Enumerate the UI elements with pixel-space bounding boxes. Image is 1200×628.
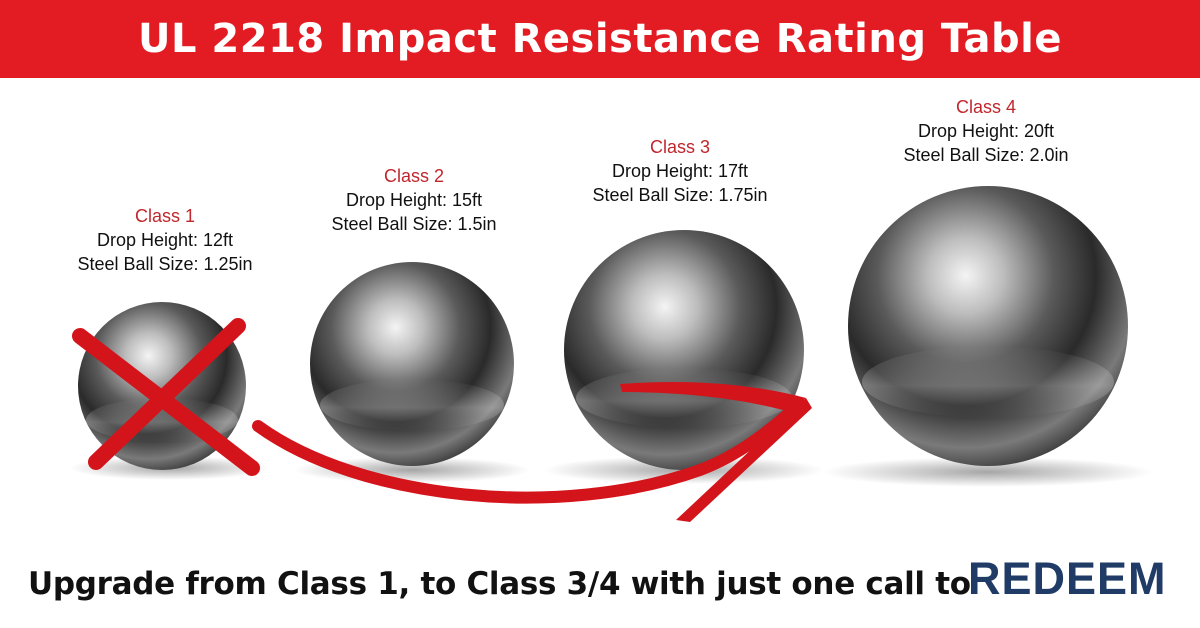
class-name: Class 4 xyxy=(955,97,1017,117)
class-4-label: Class 4 Drop Height: 20ft Steel Ball Siz… xyxy=(836,96,1136,167)
class-name: Class 1 xyxy=(134,206,196,226)
ball-shadow xyxy=(823,457,1153,487)
drop-height: Drop Height: 12ft xyxy=(96,230,234,250)
class-name: Class 2 xyxy=(383,166,445,186)
ball-size: Steel Ball Size: 1.25in xyxy=(77,254,253,274)
drop-height: Drop Height: 20ft xyxy=(917,121,1055,141)
class-4-ball xyxy=(848,186,1128,466)
ball-size: Steel Ball Size: 1.75in xyxy=(592,185,768,205)
class-1-label: Class 1 Drop Height: 12ft Steel Ball Siz… xyxy=(15,205,315,276)
class-3-ball xyxy=(564,230,804,470)
footer-message: Upgrade from Class 1, to Class 3/4 with … xyxy=(28,566,971,602)
title-banner: UL 2218 Impact Resistance Rating Table xyxy=(0,0,1200,78)
drop-height: Drop Height: 15ft xyxy=(345,190,483,210)
upgrade-arrow-icon xyxy=(252,381,812,522)
class-3-label: Class 3 Drop Height: 17ft Steel Ball Siz… xyxy=(530,136,830,207)
class-name: Class 3 xyxy=(649,137,711,157)
brand-logo: REDEEM xyxy=(968,553,1167,604)
ball-size: Steel Ball Size: 2.0in xyxy=(903,145,1069,165)
class-2-label: Class 2 Drop Height: 15ft Steel Ball Siz… xyxy=(264,165,564,236)
drop-height: Drop Height: 17ft xyxy=(611,161,749,181)
page-title: UL 2218 Impact Resistance Rating Table xyxy=(138,16,1062,62)
class-2-ball xyxy=(310,262,514,466)
cross-out-icon xyxy=(72,318,260,476)
ball-size: Steel Ball Size: 1.5in xyxy=(331,214,497,234)
